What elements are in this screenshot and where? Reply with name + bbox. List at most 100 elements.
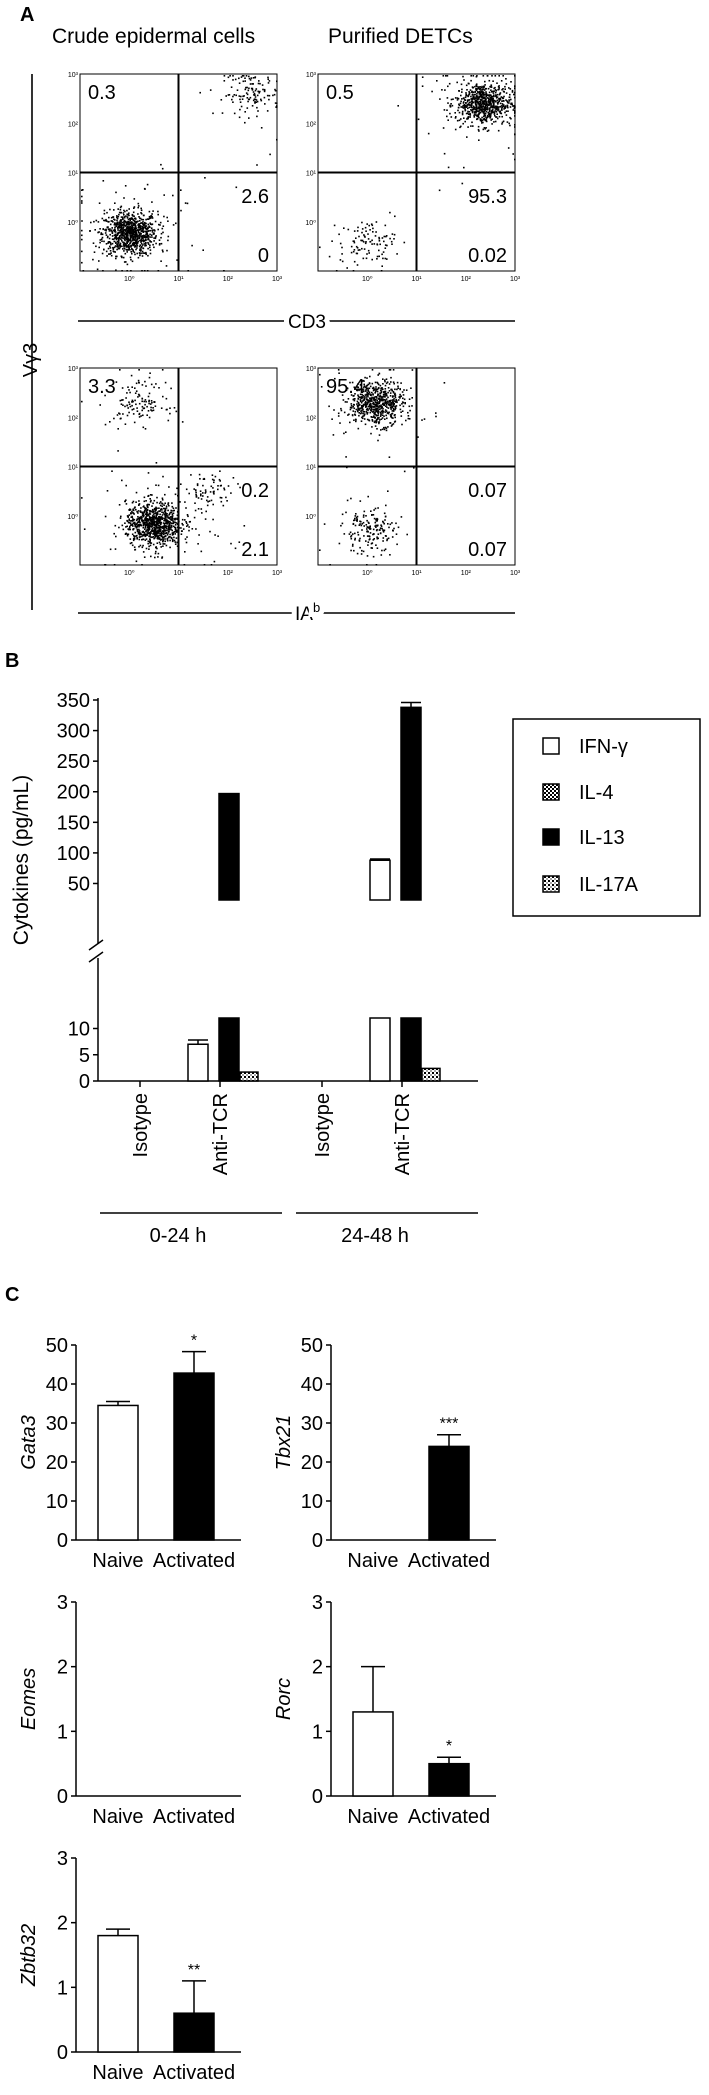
flow-event-dot xyxy=(149,223,152,225)
flow-event-dot xyxy=(154,236,157,238)
flow-event-dot xyxy=(377,405,379,408)
flow-event-dot xyxy=(157,522,159,525)
flow-event-dot xyxy=(98,231,100,233)
flow-event-dot xyxy=(490,84,493,86)
flow-event-dot xyxy=(266,94,269,97)
flow-event-dot xyxy=(366,394,368,396)
flow-event-dot xyxy=(458,90,460,92)
flow-event-dot xyxy=(115,381,118,383)
flow-event-dot xyxy=(151,515,154,517)
flow-event-dot xyxy=(153,233,155,235)
flow-event-dot xyxy=(137,206,139,209)
flow-event-dot xyxy=(485,117,488,120)
flow-event-dot xyxy=(394,405,397,408)
flow-event-dot xyxy=(105,234,108,236)
flow-event-dot xyxy=(158,537,161,540)
flow-event-dot xyxy=(499,92,502,94)
flow-event-dot xyxy=(115,235,117,237)
flow-event-dot xyxy=(376,399,378,402)
flow-event-dot xyxy=(169,511,172,514)
flow-event-dot xyxy=(197,497,200,499)
flow-event-dot xyxy=(103,248,105,251)
flow-event-dot xyxy=(99,228,101,230)
flow-event-dot xyxy=(120,417,122,420)
flow-event-dot xyxy=(225,496,227,499)
flow-event-dot xyxy=(483,108,486,111)
flow-event-dot xyxy=(385,410,388,412)
flow-event-dot xyxy=(252,99,255,102)
flow-event-dot xyxy=(511,89,514,92)
flow-event-dot xyxy=(495,95,497,97)
flow-event-dot xyxy=(246,97,249,99)
flow-event-dot xyxy=(131,516,134,519)
flow-event-dot xyxy=(131,501,134,504)
flow-event-dot xyxy=(145,521,148,523)
flow-event-dot xyxy=(148,215,151,218)
y-tick-label: 1 xyxy=(57,1977,68,1999)
flow-event-dot xyxy=(381,253,383,256)
dot-cluster-0 xyxy=(397,75,516,192)
flow-event-dot xyxy=(130,245,132,247)
flow-event-dot xyxy=(120,236,123,239)
flow-event-dot xyxy=(158,510,160,513)
flow-event-dot xyxy=(353,386,356,389)
flow-event-dot xyxy=(383,426,385,429)
flow-event-dot xyxy=(361,417,364,420)
flow-event-dot xyxy=(244,121,246,124)
flow-event-dot xyxy=(501,100,503,102)
flow-event-dot xyxy=(446,97,449,99)
flow-event-dot xyxy=(403,470,406,473)
flow-event-dot xyxy=(376,394,379,397)
flow-event-dot xyxy=(363,235,366,238)
flow-event-dot xyxy=(142,538,145,540)
flow-event-dot xyxy=(464,108,466,110)
flow-event-dot xyxy=(164,522,167,525)
flow-event-dot xyxy=(133,513,135,515)
group-label: 0-24 h xyxy=(150,1225,207,1247)
flow-event-dot xyxy=(162,537,164,540)
x-tick-label: Isotype xyxy=(312,1093,334,1157)
flow-event-dot xyxy=(249,79,252,81)
flow-event-dot xyxy=(95,219,98,222)
flow-event-dot xyxy=(125,243,127,245)
flow-event-dot xyxy=(126,392,128,394)
flow-event-dot xyxy=(204,489,207,491)
flow-event-dot xyxy=(380,554,383,556)
flow-event-dot xyxy=(377,383,380,386)
flow-event-dot xyxy=(502,88,504,90)
flow-event-dot xyxy=(114,245,117,247)
flow-event-dot xyxy=(368,419,371,422)
flow-event-dot xyxy=(140,240,143,242)
gene-label: Tbx21 xyxy=(273,1415,295,1471)
flow-event-dot xyxy=(329,564,331,566)
flow-event-dot xyxy=(384,548,387,550)
flow-event-dot xyxy=(142,551,145,553)
flow-event-dot xyxy=(373,399,375,401)
flow-event-dot xyxy=(247,89,250,92)
flow-event-dot xyxy=(223,75,226,77)
flow-event-dot xyxy=(379,389,382,392)
flow-event-dot xyxy=(383,235,386,238)
flow-event-dot xyxy=(465,104,467,107)
flow-event-dot xyxy=(172,224,175,226)
flow-event-dot xyxy=(127,386,129,388)
flow-event-dot xyxy=(370,406,373,408)
flow-event-dot xyxy=(217,488,219,491)
flow-event-dot xyxy=(499,110,502,112)
flow-event-dot xyxy=(122,212,125,214)
flow-event-dot xyxy=(116,248,118,251)
flow-event-dot xyxy=(152,532,155,535)
flow-event-dot xyxy=(510,81,512,83)
flow-event-dot xyxy=(145,538,148,540)
flow-event-dot xyxy=(113,218,115,221)
flow-event-dot xyxy=(376,418,378,421)
flow-event-dot xyxy=(350,403,353,405)
flow-event-dot xyxy=(195,528,197,530)
legend-label: IL-13 xyxy=(579,827,625,849)
flow-event-dot xyxy=(202,495,204,497)
flow-event-dot xyxy=(134,228,136,230)
flow-event-dot xyxy=(126,213,128,216)
flow-event-dot xyxy=(442,75,445,77)
flow-event-dot xyxy=(356,409,359,412)
flow-event-dot xyxy=(381,237,384,239)
